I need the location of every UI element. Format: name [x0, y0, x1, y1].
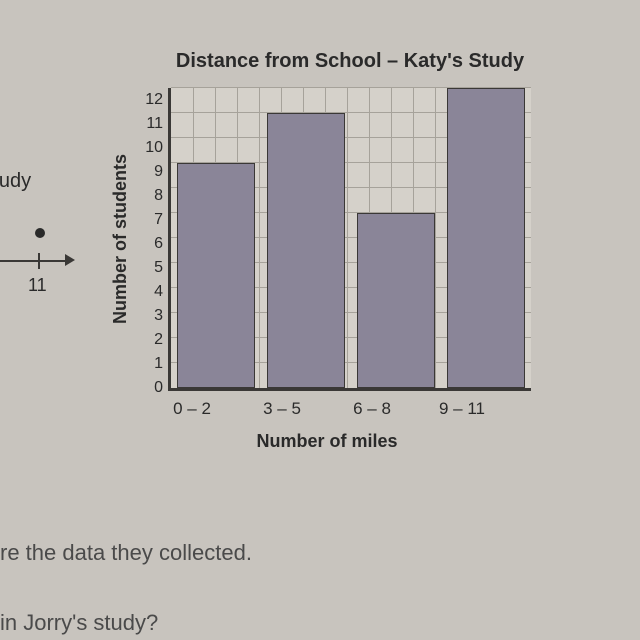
y-tick: 5: [139, 256, 163, 280]
y-tick: 0: [139, 376, 163, 400]
y-tick: 4: [139, 280, 163, 304]
plot-area: [168, 88, 531, 391]
left-partial-arrow: [65, 254, 75, 266]
x-tick: 6 – 8: [327, 399, 417, 419]
partial-text-line-2: in Jorry's study?: [0, 610, 158, 636]
y-tick: 10: [139, 136, 163, 160]
y-tick: 1: [139, 352, 163, 376]
gridline-v: [347, 88, 348, 388]
chart-container: Distance from School – Katy's Study Numb…: [110, 50, 590, 452]
left-partial-dot: [35, 228, 45, 238]
y-axis-label: Number of students: [110, 154, 131, 324]
chart-title: Distance from School – Katy's Study: [110, 50, 590, 73]
y-tick: 8: [139, 184, 163, 208]
y-tick: 3: [139, 304, 163, 328]
x-tick: 9 – 11: [417, 399, 507, 419]
y-tick: 2: [139, 328, 163, 352]
x-axis: 0 – 23 – 56 – 89 – 11: [147, 399, 507, 419]
left-partial-label: Study: [0, 170, 31, 193]
partial-text-line-1: re the data they collected.: [0, 540, 252, 566]
y-tick: 6: [139, 232, 163, 256]
gridline-v: [259, 88, 260, 388]
y-tick: 9: [139, 160, 163, 184]
left-partial-tick-value: 11: [28, 275, 47, 296]
bar: [357, 213, 435, 388]
bar: [447, 88, 525, 388]
left-partial-tick: [38, 253, 40, 269]
y-axis: 1211109876543210: [139, 88, 163, 376]
x-tick: 3 – 5: [237, 399, 327, 419]
y-tick: 7: [139, 208, 163, 232]
left-partial-axis: [0, 260, 70, 262]
bar: [267, 113, 345, 388]
x-tick: 0 – 2: [147, 399, 237, 419]
y-tick: 12: [139, 88, 163, 112]
y-tick: 11: [139, 112, 163, 136]
x-axis-label: Number of miles: [147, 431, 507, 452]
gridline-v: [435, 88, 436, 388]
chart-body: Number of students 1211109876543210: [110, 88, 590, 391]
bar: [177, 163, 255, 388]
